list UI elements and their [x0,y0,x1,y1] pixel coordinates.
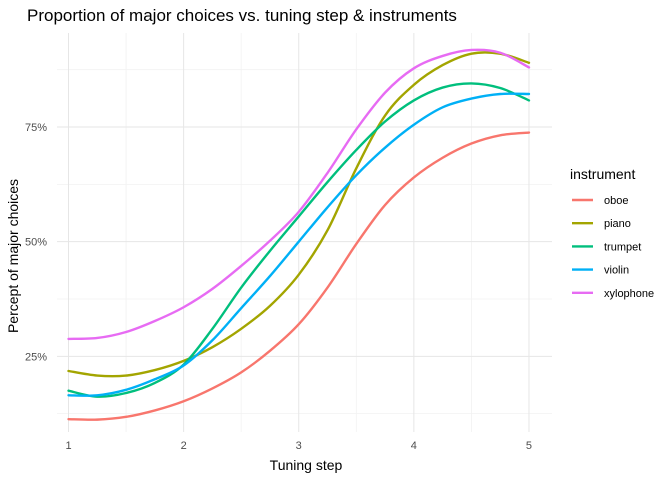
legend-label: violin [604,265,629,277]
x-tick-label: 2 [181,440,187,452]
x-axis-ticks: 1 2 3 4 5 [65,440,532,452]
x-tick-label: 1 [65,440,71,452]
legend-label: xylophone [604,288,654,300]
series-line-xylophone [67,48,531,341]
series-lines [67,48,531,421]
x-tick-label: 4 [411,440,417,452]
y-axis-title: Percept of major choices [5,179,21,333]
legend-label: trumpet [604,241,641,253]
y-tick-label: 25% [25,351,47,363]
x-tick-label: 5 [526,440,532,452]
series-line-trumpet [67,82,531,398]
legend-item-piano: piano [572,218,631,230]
legend: instrument oboe piano trumpet violin xylopho… [570,166,654,300]
x-tick-label: 3 [296,440,302,452]
y-axis-ticks: 25% 50% 75% [25,122,47,363]
legend-item-xylophone: xylophone [572,288,654,300]
legend-item-trumpet: trumpet [572,241,641,253]
series-line-violin [67,92,531,397]
x-axis-title: Tuning step [270,457,343,473]
series-line-piano [67,51,531,378]
series-line-oboe [67,131,531,421]
legend-title: instrument [570,166,635,182]
y-tick-label: 50% [25,237,47,249]
grid [57,33,552,432]
legend-item-oboe: oboe [572,195,628,207]
y-tick-label: 75% [25,122,47,134]
legend-label: oboe [604,195,628,207]
legend-items: oboe piano trumpet violin xylophone [572,195,654,300]
legend-label: piano [604,218,631,230]
legend-item-violin: violin [572,265,629,277]
chart-title: Proportion of major choices vs. tuning s… [27,6,457,25]
